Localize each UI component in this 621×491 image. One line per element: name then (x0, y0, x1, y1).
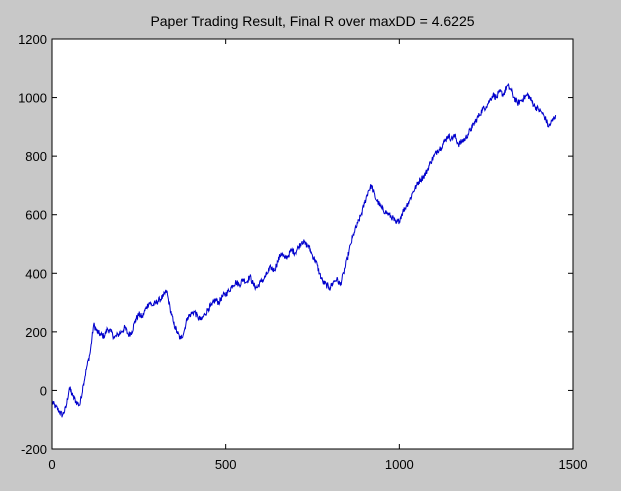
axes-frame (51, 38, 574, 450)
x-tick-label: 1000 (385, 457, 414, 472)
x-tick-label: 0 (48, 457, 55, 472)
y-tick-label: -200 (21, 442, 47, 457)
y-tick-label: 800 (25, 149, 47, 164)
y-tick-label: 600 (25, 208, 47, 223)
series-line (51, 82, 557, 418)
y-tick-label: 400 (25, 266, 47, 281)
y-tick-label: 1000 (18, 91, 47, 106)
y-tick-label: 0 (40, 383, 47, 398)
y-axis: -200 0 200 400 600 800 1000 1200 (18, 32, 573, 457)
chart-title: Paper Trading Result, Final R over maxDD… (150, 13, 474, 29)
x-tick-label: 500 (215, 457, 237, 472)
x-tick-label: 1500 (559, 457, 588, 472)
axes-background (52, 39, 573, 449)
y-tick-label: 200 (25, 325, 47, 340)
y-tick-label: 1200 (18, 32, 47, 47)
x-axis: 0 500 1000 1500 (48, 39, 587, 472)
